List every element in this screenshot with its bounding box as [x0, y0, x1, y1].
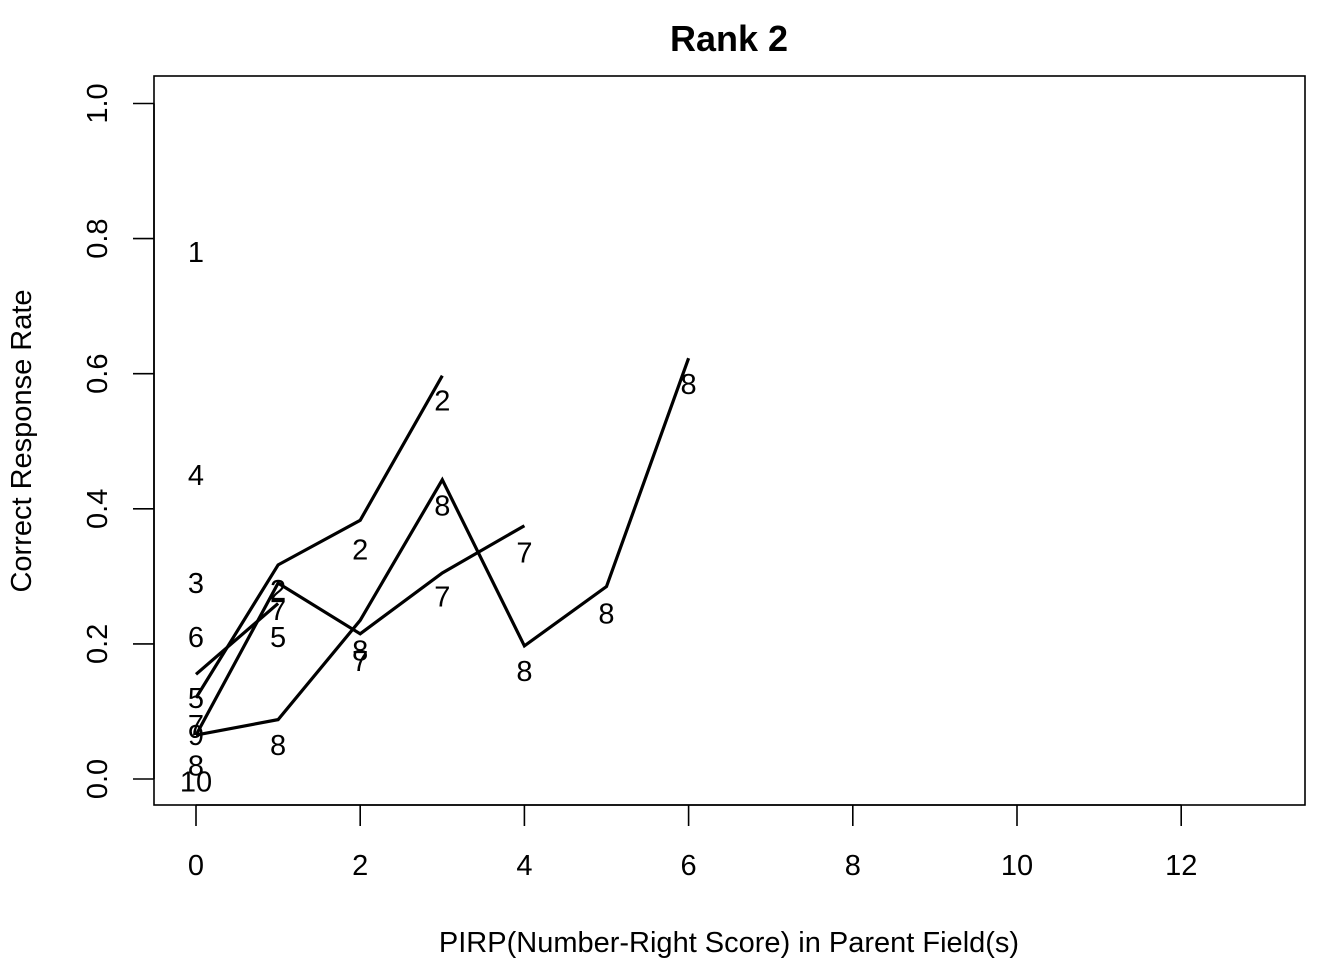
- point-label: 7: [270, 595, 286, 627]
- point-label: 9: [188, 720, 204, 752]
- series-group: [194, 357, 691, 737]
- point-label: 8: [188, 750, 204, 782]
- point-label: 1: [188, 237, 204, 269]
- point-label: 8: [516, 656, 532, 688]
- x-tick-label: 12: [1165, 850, 1197, 882]
- point-label: 7: [434, 582, 450, 614]
- point-label: 8: [681, 369, 697, 401]
- point-label: 7: [516, 538, 532, 570]
- point-label: 2: [270, 575, 286, 607]
- y-tick-label: 0.4: [82, 489, 114, 529]
- y-tick-label: 0.8: [82, 218, 114, 258]
- point-label: 3: [188, 568, 204, 600]
- series-line-2: [195, 357, 691, 737]
- y-axis-label: Correct Response Rate: [6, 289, 38, 592]
- point-label: 8: [434, 490, 450, 522]
- point-label: 2: [352, 534, 368, 566]
- point-label: 2: [434, 386, 450, 418]
- x-tick-label: 6: [681, 850, 697, 882]
- y-tick-label: 0.6: [82, 354, 114, 394]
- point-label: 10: [180, 767, 212, 799]
- x-tick-label: 4: [516, 850, 532, 882]
- point-label: 8: [598, 599, 614, 631]
- x-tick-label: 0: [188, 850, 204, 882]
- point-label: 8: [270, 730, 286, 762]
- point-label: 7: [188, 710, 204, 742]
- chart-title: Rank 2: [670, 18, 788, 59]
- series-line-4: [194, 602, 280, 676]
- y-tick-label: 1.0: [82, 83, 114, 123]
- x-tick-label: 2: [352, 850, 368, 882]
- point-label: 8: [352, 636, 368, 668]
- y-axis: 0.0 0.2 0.4 0.6 0.8 1.0: [82, 83, 155, 799]
- point-label: 6: [188, 622, 204, 654]
- x-axis: 0 2 4 6 8 10 12: [188, 804, 1197, 882]
- point-label: 5: [270, 622, 286, 654]
- x-tick-label: 10: [1001, 850, 1033, 882]
- x-axis-label: PIRP(Number-Right Score) in Parent Field…: [439, 927, 1019, 959]
- y-tick-label: 0.2: [82, 624, 114, 664]
- series-line-1: [194, 374, 444, 699]
- y-tick-label: 0.0: [82, 759, 114, 799]
- point-label: 5: [188, 683, 204, 715]
- x-tick-label: 8: [845, 850, 861, 882]
- series-line-3: [194, 524, 526, 736]
- point-label: 4: [188, 460, 204, 492]
- point-label: 7: [352, 646, 368, 678]
